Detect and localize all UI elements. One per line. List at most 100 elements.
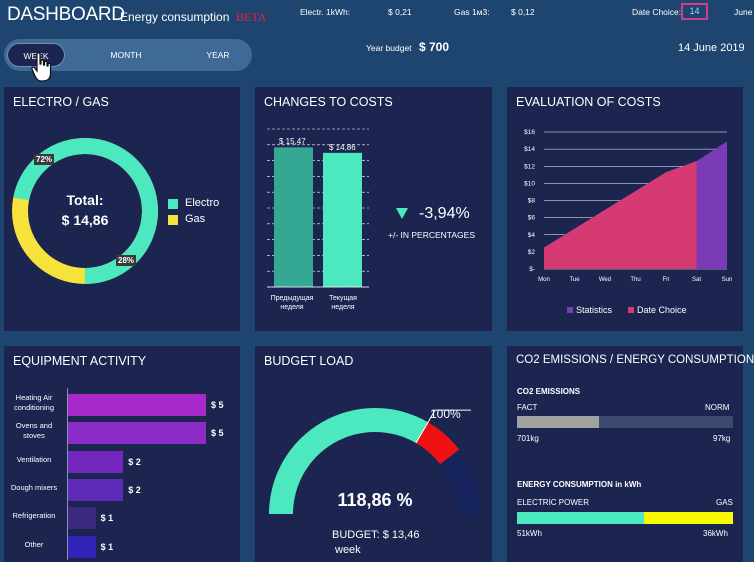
beta-badge: BETA (236, 10, 267, 24)
prev-bar-value: $ 15,47 (279, 137, 306, 146)
curr-category-label: Текущая неделя (316, 294, 370, 312)
electric-value: 51kWh (517, 529, 542, 538)
curr-category-line2: неделя (331, 304, 355, 311)
gas-price-label: Gas 1м3: (454, 7, 490, 17)
legend-electro-swatch (168, 199, 178, 209)
panel-title: EVALUATION OF COSTS (516, 95, 661, 109)
budget-load-value: 118,86 % (337, 490, 413, 510)
equipment-bar (68, 394, 206, 416)
budget-amount: BUDGET: $ 13,46 (332, 529, 420, 541)
date-choice-month: June (734, 7, 753, 17)
equipment-axis (67, 388, 68, 560)
budget-gauge (269, 408, 481, 514)
date-choice-area (544, 161, 697, 269)
panel-title: CHANGES TO COSTS (264, 95, 393, 109)
fact-value: 701kg (517, 434, 539, 443)
fact-label: FACT (517, 403, 538, 412)
gas-value: 36kWh (703, 529, 728, 538)
total-value: $ 14,86 (61, 212, 109, 228)
equipment-label-line1: Refrigeration (12, 511, 56, 521)
equipment-label: Other (4, 540, 64, 550)
equipment-value: $ 2 (128, 456, 141, 467)
energy-electric-bar (517, 512, 644, 524)
gas-label: GAS (716, 498, 733, 507)
equipment-label-line1: Dough mixers (10, 482, 58, 492)
prev-category-line1: Предыдущая (270, 295, 314, 302)
y-tick-label: $2 (528, 249, 536, 256)
legend-statistics-label: Statistics (576, 305, 613, 315)
legend-statistics-swatch (567, 307, 573, 313)
y-tick-label: $10 (524, 180, 535, 187)
co2-heading: CO2 EMISSIONS (517, 387, 581, 396)
equipment-bar (68, 450, 124, 473)
equipment-value: $ 1 (100, 541, 114, 552)
electro-price-value: $ 0,21 (388, 7, 412, 17)
total-label: Total: (66, 192, 104, 208)
gauge-100-label: 100% (430, 407, 461, 421)
x-tick-label: Mon (538, 277, 550, 283)
gauge-100-marker (415, 409, 436, 444)
y-tick-label: $- (529, 266, 535, 273)
x-tick-label: Sat (692, 277, 701, 283)
month-button[interactable]: MONTH (110, 50, 142, 60)
electro-gas-panel: ELECTRO / GAS 72% 28% Total: $ 14,86 Ele… (4, 87, 240, 331)
norm-value: 97kg (713, 434, 731, 443)
equipment-value: $ 5 (211, 400, 224, 410)
x-tick-label: Tue (569, 277, 580, 283)
week-button[interactable]: WEEK (7, 43, 65, 67)
panel-title: ELECTRO / GAS (13, 95, 109, 109)
evaluation-panel: EVALUATION OF COSTS $16 $14 $12 $10 $8 $6 $4 $2… (507, 87, 743, 331)
year-budget-value: $ 700 (419, 40, 450, 54)
equipment-label-line1: Ovens and (15, 421, 53, 431)
date-choice-input[interactable]: 14 (681, 3, 708, 20)
equipment-value: $ 2 (128, 484, 141, 495)
prev-category-line2: неделя (280, 304, 304, 311)
equipment-panel: EQUIPMENT ACTIVITY Heating Air conditioni… (4, 346, 240, 562)
equipment-bar (68, 507, 96, 530)
electro-price-label: Electr. 1kWh: (300, 7, 351, 17)
gauge-within-budget-arc (269, 408, 428, 514)
donut-chart (12, 138, 158, 284)
donut-electro-arc (12, 138, 158, 284)
y-tick-label: $16 (524, 129, 535, 136)
gauge-over-budget-arc (416, 422, 460, 465)
x-tick-label: Fri (663, 277, 670, 283)
budget-panel: BUDGET LOAD 100% 118,86 % BUDGET: $ 13,4… (255, 346, 492, 562)
prev-category-label: Предыдущая неделя (265, 294, 319, 312)
equipment-label-line1: Other (24, 539, 44, 549)
equipment-value: $ 1 (100, 513, 114, 524)
year-button[interactable]: YEAR (206, 50, 230, 60)
equipment-bar (68, 422, 206, 445)
dashboard-title: DASHBOARD (7, 4, 125, 25)
gas-price-value: $ 0,12 (511, 7, 535, 17)
equipment-label: Ventilation (4, 455, 64, 465)
panel-title: BUDGET LOAD (264, 354, 354, 368)
co2-norm-bar (517, 416, 733, 428)
y-tick-label: $6 (528, 215, 536, 222)
legend-electro-label: Electro (185, 197, 220, 209)
date-choice-label: Date Choice: (632, 7, 682, 17)
equipment-label-line1: Ventilation (16, 454, 52, 464)
dashboard-subtitle: Energy consumption (120, 10, 230, 24)
pct-badge-gas: 28% (116, 255, 137, 266)
x-tick-label: Wed (599, 277, 611, 283)
equipment-label: Refrigeration (4, 511, 64, 521)
year-budget-label: Year budget (366, 43, 412, 53)
equipment-label: Heating Air conditioning (4, 393, 64, 413)
x-tick-label: Thu (630, 277, 640, 283)
equipment-label-line1: Heating Air (15, 393, 53, 402)
equipment-bar (68, 478, 124, 501)
y-tick-label: $12 (524, 163, 535, 170)
curr-category-line1: Текущая (329, 295, 357, 302)
electric-power-label: ELECTRIC POWER (517, 498, 590, 507)
changes-bar-chart (267, 128, 369, 288)
equipment-value: $ 5 (211, 428, 224, 439)
legend-date-choice-swatch (628, 307, 634, 313)
y-tick-label: $8 (528, 198, 536, 205)
panel-title: CO2 EMISSIONS / ENERGY CONSUMPTION (516, 354, 754, 366)
panel-title: EQUIPMENT ACTIVITY (13, 354, 147, 368)
curr-bar-value: $ 14,86 (329, 143, 356, 152)
equipment-label-line2: conditioning (13, 403, 55, 412)
equipment-label: Dough mixers (4, 483, 64, 493)
down-triangle-icon (396, 208, 408, 219)
